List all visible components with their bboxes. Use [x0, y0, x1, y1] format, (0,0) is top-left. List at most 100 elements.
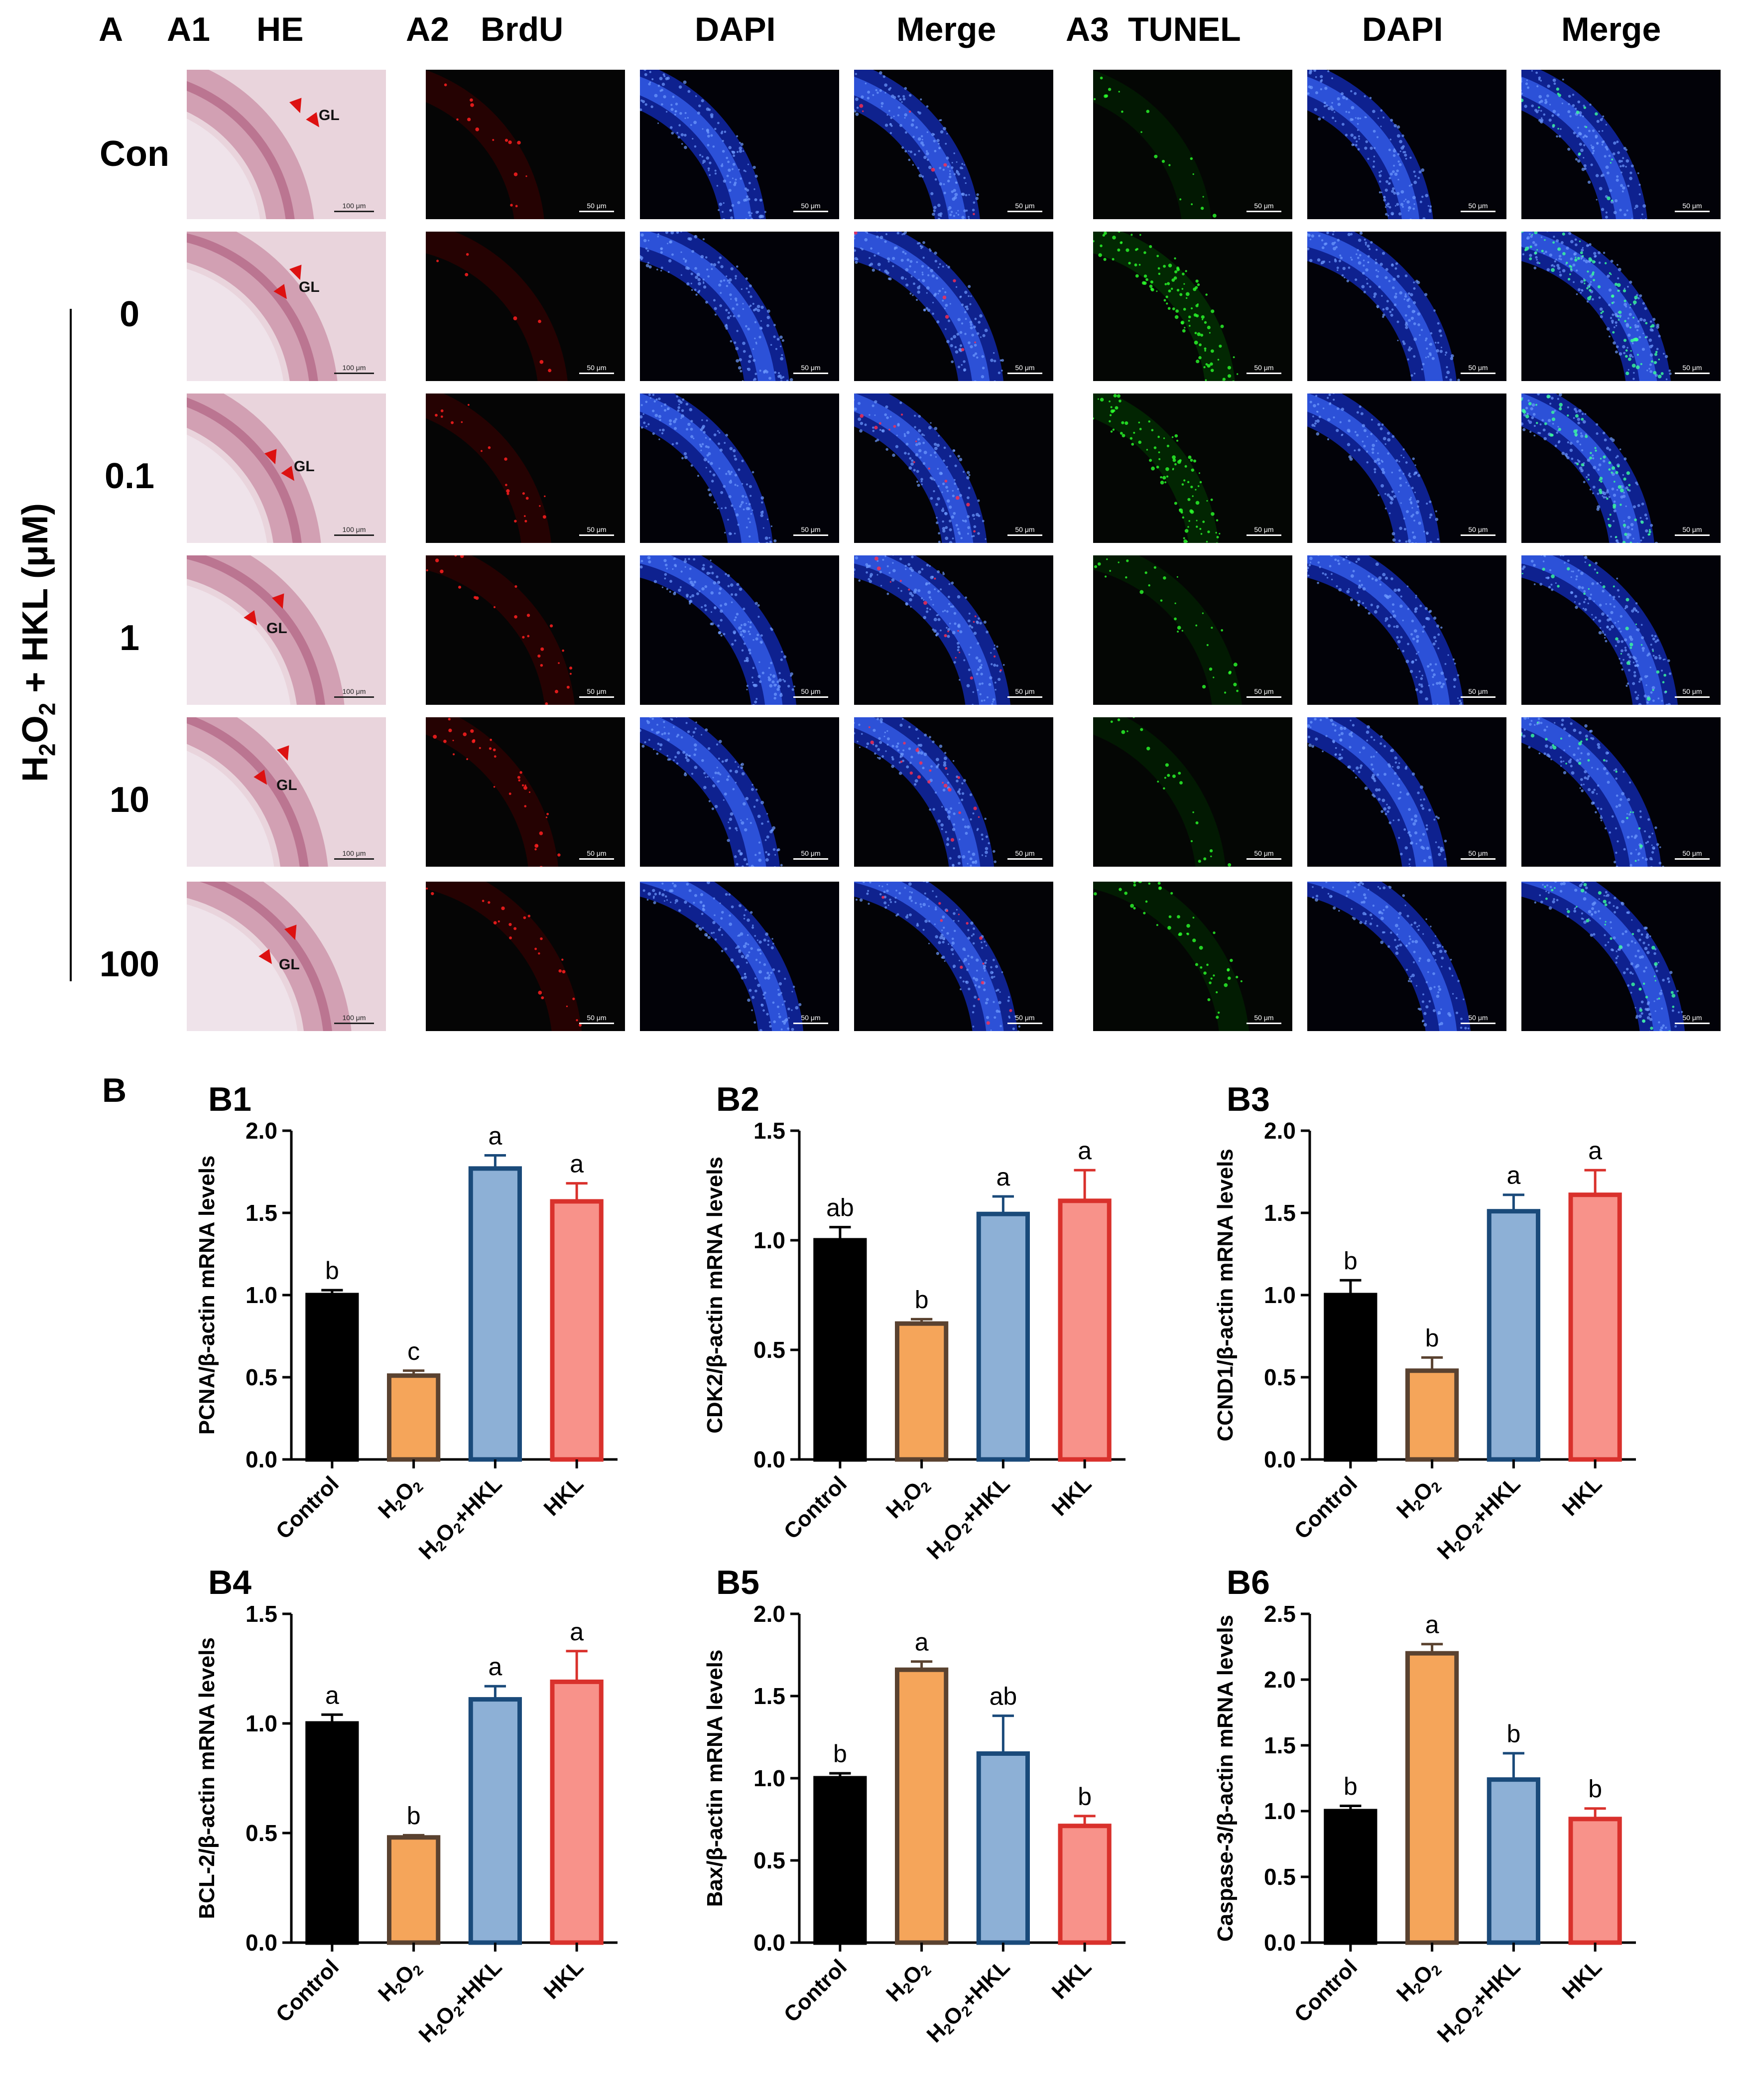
bar-h2o2 [387, 1835, 441, 1945]
y-axis-label: CDK2/β-actin mRNA levels [703, 1157, 727, 1434]
row-label-10: 10 [109, 780, 150, 820]
scale-bar: 100 μm [334, 1014, 374, 1024]
micrograph-merge-row-1: 50 μm [854, 555, 1053, 705]
significance-letter: b [325, 1257, 339, 1285]
significance-letter: a [1078, 1137, 1092, 1165]
scale-bar: 100 μm [334, 849, 374, 860]
scale-bar: 100 μm [334, 364, 374, 374]
scale-bar-label: 100 μm [342, 525, 366, 533]
micrograph-brdu-row-con: 50 μm [426, 70, 625, 219]
significance-letter: b [407, 1802, 421, 1830]
row-label-100: 100 [99, 944, 160, 984]
bar-hkl [1568, 1817, 1622, 1945]
y-tick-label: 1.0 [753, 1765, 785, 1791]
scale-bar: 50 μm [793, 364, 828, 374]
scale-bar-label: 50 μm [1254, 525, 1274, 533]
scale-bar: 50 μm [1461, 849, 1495, 860]
scale-bar-label: 100 μm [342, 1014, 366, 1022]
micrograph-dapi-row-con: 50 μm [640, 70, 839, 219]
scale-bar: 50 μm [1246, 202, 1281, 212]
scale-bar-label: 50 μm [1254, 1014, 1274, 1022]
x-tick-label: HKL [1558, 1955, 1607, 2004]
micrograph-dapi-row-1: 50 μm [640, 555, 839, 705]
micrograph-tunel-row-0-1: 50 μm [1093, 394, 1292, 543]
y-tick-label: 0.0 [246, 1930, 277, 1956]
panel-b-label: B [102, 1071, 127, 1109]
y-tick-label: 2.5 [1264, 1601, 1296, 1627]
granulosa-layer-label: GL [294, 458, 315, 475]
x-tick-label: H2O2+HKL [1433, 1955, 1527, 2049]
bar-hkl [1058, 1198, 1112, 1462]
scale-bar-label: 50 μm [587, 687, 607, 695]
micrograph-dapi-row-0-1: 50 μm [1307, 394, 1506, 543]
chart-panel-label: B2 [716, 1080, 759, 1118]
significance-letter: a [570, 1618, 584, 1646]
scale-bar-label: 50 μm [1254, 849, 1274, 857]
x-tick-label: H2O2 [1392, 1471, 1445, 1525]
micrograph-merge-row-10: 50 μm [854, 717, 1053, 867]
micrograph-merge-row-100: 50 μm [854, 882, 1053, 1031]
bar-h2o2-plus-hkl [976, 1751, 1030, 1945]
scale-bar-label: 50 μm [1682, 364, 1702, 372]
x-tick-label: HKL [1558, 1471, 1607, 1521]
significance-letter: a [488, 1653, 502, 1681]
group-axis-label: H2O2 + HKL (μM) [15, 503, 60, 782]
bar-h2o2 [387, 1373, 441, 1462]
scale-bar-label: 50 μm [1015, 1014, 1035, 1022]
granulosa-layer-label: GL [279, 956, 300, 973]
micrograph-he-row-10: 100 μm GL [187, 717, 386, 867]
scale-bar: 100 μm [334, 525, 374, 536]
significance-letter: a [325, 1681, 339, 1709]
scale-bar: 50 μm [1246, 525, 1281, 536]
micrograph-merge-row-0: 50 μm [854, 232, 1053, 381]
micrograph-dapi-row-0: 50 μm [640, 232, 839, 381]
scale-bar: 50 μm [1246, 687, 1281, 698]
scale-bar-label: 50 μm [1254, 202, 1274, 210]
y-tick-label: 0.5 [1264, 1864, 1296, 1890]
micrograph-dapi-row-10: 50 μm [640, 717, 839, 867]
x-tick-label: Control [271, 1471, 344, 1544]
scale-bar-label: 100 μm [342, 202, 366, 210]
scale-bar-label: 50 μm [587, 1014, 607, 1022]
x-tick-label: HKL [1047, 1471, 1097, 1521]
micrograph-merge2-row-0: 50 μm [1521, 232, 1721, 381]
x-tick-label: H2O2+HKL [414, 1471, 508, 1566]
scale-bar: 50 μm [793, 202, 828, 212]
micrograph-tunel-row-100: 50 μm [1093, 882, 1292, 1031]
bar-control [1324, 1809, 1377, 1945]
bar-h2o2-plus-hkl [468, 1697, 522, 1945]
y-tick-label: 1.0 [246, 1710, 277, 1736]
scale-bar-label: 50 μm [587, 364, 607, 372]
x-tick-label: H2O2 [374, 1471, 427, 1525]
scale-bar: 50 μm [579, 525, 614, 536]
y-tick-label: 1.0 [1264, 1282, 1296, 1308]
scale-bar-label: 50 μm [801, 364, 821, 372]
scale-bar: 50 μm [579, 687, 614, 698]
scale-bar: 50 μm [1461, 364, 1495, 374]
y-tick-label: 1.5 [753, 1683, 785, 1709]
x-tick-label: H2O2 [881, 1471, 935, 1525]
y-tick-label: 1.5 [1264, 1200, 1296, 1226]
scale-bar-label: 50 μm [1015, 687, 1035, 695]
y-tick-label: 2.0 [1264, 1667, 1296, 1693]
scale-bar-label: 50 μm [1682, 1014, 1702, 1022]
micrograph-merge2-row-0-1: 50 μm [1521, 394, 1721, 543]
y-axis-label: Caspase-3/β-actin mRNA levels [1213, 1615, 1238, 1942]
scale-bar: 50 μm [793, 687, 828, 698]
scale-bar-label: 50 μm [1468, 525, 1488, 533]
micrograph-dapi-row-100: 50 μm [640, 882, 839, 1031]
bar-h2o2 [895, 1321, 949, 1462]
chart-panel-label: B5 [716, 1564, 759, 1601]
micrograph-dapi-row-100: 50 μm [1307, 882, 1506, 1031]
dapi-header: DAPI [695, 10, 776, 48]
y-tick-label: 2.0 [1264, 1118, 1296, 1144]
micrograph-brdu-row-10: 50 μm [426, 717, 625, 867]
chart-panel-label: B1 [208, 1080, 251, 1118]
significance-letter: a [1506, 1162, 1520, 1189]
bar-hkl [1568, 1192, 1622, 1462]
micrograph-he-row-1: 100 μm GL [187, 555, 386, 705]
significance-letter: a [1588, 1137, 1602, 1165]
significance-letter: a [1425, 1611, 1439, 1639]
chart-panel-label: B6 [1227, 1564, 1270, 1601]
